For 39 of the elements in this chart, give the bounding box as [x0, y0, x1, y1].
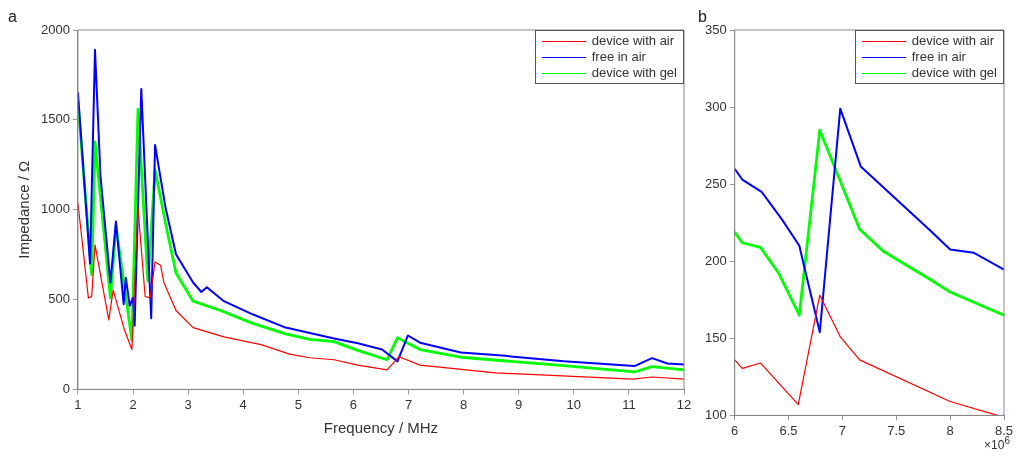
- legend-label: device with air: [591, 33, 675, 49]
- legend-label: free in air: [591, 49, 646, 65]
- y-axis-title: Impedance / Ω: [15, 160, 33, 259]
- y-tick-label: 100: [704, 406, 727, 422]
- x-tick-label: 2: [129, 396, 137, 412]
- chart-title: a: [8, 8, 17, 26]
- x-tick-label: 8: [459, 396, 468, 412]
- x-tick-label: 11: [622, 396, 636, 412]
- x-tick-label: 8: [946, 422, 954, 438]
- y-tick-label: 1500: [41, 111, 70, 127]
- y-tick-label: 250: [704, 175, 727, 191]
- y-tick-label: 200: [704, 252, 727, 268]
- x-tick-label: 12: [676, 396, 692, 412]
- y-tick-label: 500: [48, 291, 70, 307]
- x-tick-label: 10: [566, 396, 582, 412]
- legend-label: device with air: [911, 33, 995, 49]
- x-tick-label: 7: [404, 396, 413, 412]
- chart-title: b: [698, 8, 707, 25]
- y-tick-label: 350: [704, 21, 727, 37]
- x-tick-label: 7.5: [887, 422, 906, 438]
- x-tick-label: 6.5: [779, 422, 798, 438]
- x-tick-label: 3: [184, 396, 192, 412]
- y-tick-label: 0: [62, 380, 70, 396]
- x-tick-label: 1: [74, 396, 82, 412]
- y-tick-label: 2000: [41, 21, 70, 37]
- y-tick-label: 300: [704, 98, 727, 114]
- text: ×10$^{6}$: [984, 435, 1010, 453]
- legend-label: device with gel: [591, 65, 677, 81]
- legend-label: device with gel: [911, 65, 997, 81]
- x-tick-label: 9: [515, 396, 523, 412]
- y-tick-label: 1000: [41, 201, 70, 217]
- x-tick-label: 5: [294, 396, 302, 412]
- x-tick-label: 4: [239, 396, 247, 412]
- x-tick-label: 7: [838, 422, 847, 438]
- legend-label: free in air: [911, 49, 966, 65]
- x-axis-title: Frequency / MHz: [323, 419, 439, 437]
- y-tick-label: 150: [704, 329, 727, 345]
- x-tick-label: 6: [349, 396, 358, 412]
- x-tick-label: 6: [731, 422, 739, 438]
